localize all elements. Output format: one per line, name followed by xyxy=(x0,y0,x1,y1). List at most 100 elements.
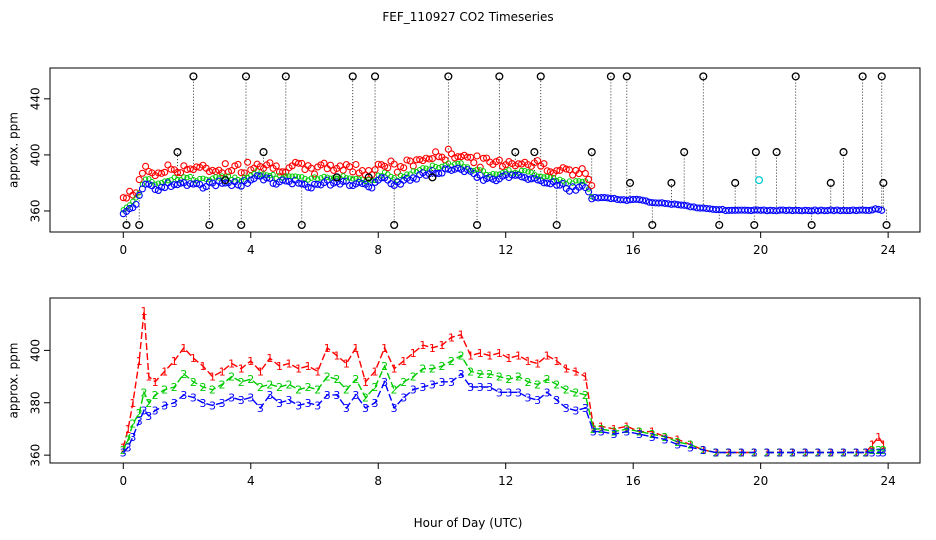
series-1-marker: 1 xyxy=(448,331,455,344)
series-3-marker: 3 xyxy=(869,447,876,460)
series-3-marker: 3 xyxy=(129,431,136,444)
high-point xyxy=(173,168,182,176)
low-point xyxy=(298,180,306,188)
series-1-marker: 1 xyxy=(324,342,331,355)
low-point xyxy=(585,188,593,196)
series-2-marker: 2 xyxy=(563,384,570,397)
series-3-marker: 3 xyxy=(515,386,522,399)
max-point xyxy=(364,173,373,182)
top-panel-xtick-label: 16 xyxy=(626,243,641,257)
series-2-marker: 2 xyxy=(400,376,407,389)
mean-point xyxy=(458,160,464,166)
series-1-marker: 1 xyxy=(649,426,656,439)
max-point xyxy=(472,220,482,230)
high-point xyxy=(403,156,411,164)
mean-point xyxy=(432,163,439,170)
top-panel-axes: 0 4 8 12 16 20 24 360 400 440 xyxy=(29,67,921,257)
mean-point xyxy=(550,174,557,181)
series-1-marker: 1 xyxy=(582,371,589,384)
series-2-marker: 2 xyxy=(324,371,331,384)
series-3-marker: 3 xyxy=(590,426,597,439)
series-3-marker: 3 xyxy=(802,447,809,460)
high-point xyxy=(578,165,586,173)
series-3-marker: 3 xyxy=(257,402,264,415)
low-point xyxy=(173,181,182,189)
high-point xyxy=(295,159,303,167)
series-2-marker: 2 xyxy=(623,423,630,436)
high-point xyxy=(540,160,548,168)
series-3-marker: 3 xyxy=(776,447,783,460)
max-point xyxy=(173,148,182,157)
series-3-marker: 3 xyxy=(419,381,426,394)
series-2-marker: 2 xyxy=(343,384,350,397)
series-2-marker: 2 xyxy=(333,373,340,386)
series-3-marker: 3 xyxy=(764,447,771,460)
series-3-marker: 3 xyxy=(713,447,720,460)
series-2-marker: 2 xyxy=(467,365,474,378)
top-panel-ytick-label: 400 xyxy=(29,143,43,166)
series-1-marker: 1 xyxy=(352,342,359,355)
mean-point xyxy=(547,174,554,180)
series-1-marker: 1 xyxy=(145,371,152,384)
mean-point xyxy=(579,178,585,185)
bottom-panel-ylabel: approx. ppm xyxy=(7,343,21,419)
series-3-marker: 3 xyxy=(400,392,407,405)
series-3-marker: 3 xyxy=(141,405,148,418)
top-panel-xtick-label: 24 xyxy=(880,243,895,257)
low-point xyxy=(266,174,274,182)
low-point xyxy=(221,179,229,187)
low-point xyxy=(365,183,373,191)
low-point xyxy=(279,176,287,184)
low-point xyxy=(132,200,140,208)
max-point xyxy=(281,72,290,81)
high-point xyxy=(400,164,408,172)
low-point xyxy=(683,202,691,210)
series-1-marker: 1 xyxy=(486,350,493,363)
series-3-marker: 3 xyxy=(458,368,465,381)
series-3-marker: 3 xyxy=(199,397,206,410)
series-3-marker: 3 xyxy=(738,447,745,460)
low-point xyxy=(295,179,303,187)
series-3-marker: 3 xyxy=(563,402,570,415)
high-point xyxy=(122,194,131,202)
series-1-marker: 1 xyxy=(534,357,541,370)
max-point xyxy=(237,220,246,230)
series-1-marker: 1 xyxy=(496,347,503,360)
low-point xyxy=(875,205,883,213)
series-1-marker: 1 xyxy=(190,352,197,365)
series-1-marker: 1 xyxy=(853,447,860,460)
high-point xyxy=(157,169,166,177)
high-point xyxy=(581,169,589,178)
series-3-marker: 3 xyxy=(410,384,417,397)
series-3-marker: 3 xyxy=(544,386,551,399)
max-point xyxy=(680,148,689,157)
series-3-marker: 3 xyxy=(827,447,834,460)
high-point xyxy=(470,159,478,167)
series-2-marker: 2 xyxy=(486,368,493,381)
series-3-marker: 3 xyxy=(477,381,484,394)
chart-title: FEF_110927 CO2 Timeseries xyxy=(382,10,553,24)
series-1-marker: 1 xyxy=(410,347,417,360)
series-2-marker: 2 xyxy=(266,378,273,391)
series-2-marker: 2 xyxy=(276,381,283,394)
series-2-marker: 2 xyxy=(391,384,398,397)
low-point xyxy=(339,177,347,186)
high-point xyxy=(553,167,561,175)
low-point xyxy=(435,169,443,178)
low-point xyxy=(247,176,255,184)
high-point xyxy=(396,162,405,171)
mean-point xyxy=(318,175,324,181)
high-point xyxy=(167,165,175,173)
high-point xyxy=(145,167,153,176)
series-1-marker: 1 xyxy=(880,439,887,452)
low-point xyxy=(355,178,363,186)
bottom-panel-ytick-label: 400 xyxy=(29,339,43,362)
series-2-marker: 2 xyxy=(429,363,436,376)
series-3-marker: 3 xyxy=(125,441,132,454)
mean-point xyxy=(522,167,528,174)
high-point xyxy=(435,153,443,161)
high-point xyxy=(444,145,452,153)
high-point xyxy=(390,160,398,168)
series-1-marker: 1 xyxy=(623,420,630,433)
high-point xyxy=(454,153,462,161)
